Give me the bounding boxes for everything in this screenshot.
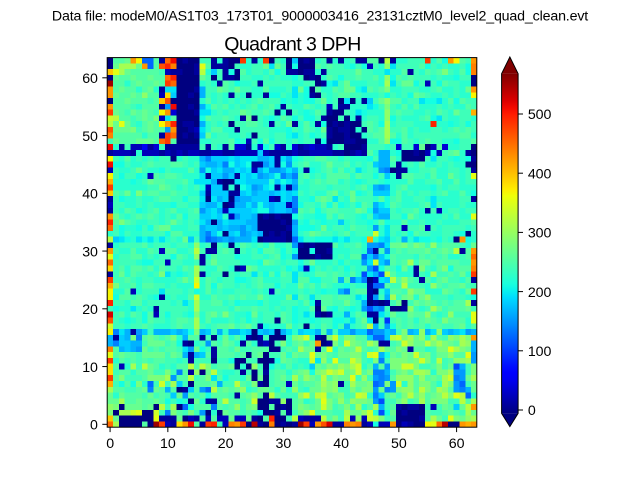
svg-text:40: 40 <box>333 436 349 452</box>
svg-text:20: 20 <box>82 302 98 318</box>
svg-text:500: 500 <box>528 107 552 123</box>
svg-text:Data file: modeM0/AS1T03_173T0: Data file: modeM0/AS1T03_173T01_90000034… <box>52 9 588 25</box>
svg-text:Quadrant 3 DPH: Quadrant 3 DPH <box>224 33 360 55</box>
svg-text:0: 0 <box>90 418 98 434</box>
svg-text:300: 300 <box>528 226 552 242</box>
svg-text:0: 0 <box>106 436 114 452</box>
svg-text:400: 400 <box>528 166 552 182</box>
svg-text:30: 30 <box>82 244 98 260</box>
svg-text:60: 60 <box>449 436 465 452</box>
svg-text:100: 100 <box>528 344 552 360</box>
svg-text:50: 50 <box>391 436 407 452</box>
svg-text:40: 40 <box>82 187 98 203</box>
svg-text:30: 30 <box>276 436 292 452</box>
svg-text:60: 60 <box>82 71 98 87</box>
svg-text:0: 0 <box>528 403 536 419</box>
svg-text:20: 20 <box>218 436 234 452</box>
svg-text:200: 200 <box>528 285 552 301</box>
svg-text:10: 10 <box>82 360 98 376</box>
svg-text:10: 10 <box>160 436 176 452</box>
svg-text:50: 50 <box>82 129 98 145</box>
